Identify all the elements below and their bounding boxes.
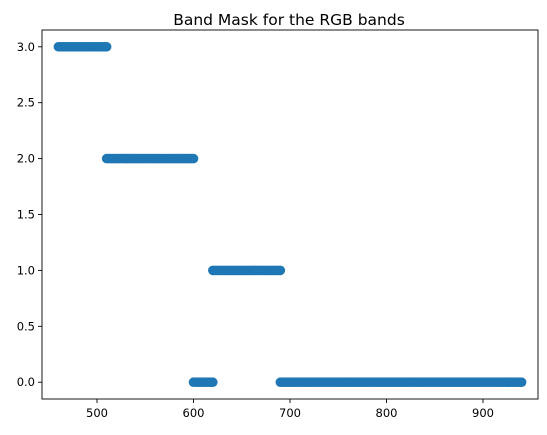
y-axis: 0.0 0.5 1.0 1.5 2.0 2.5 3.0 [17, 40, 42, 389]
y-tick-label: 1.0 [17, 263, 35, 277]
points-layer [54, 42, 527, 387]
x-tick-label: 800 [376, 406, 398, 420]
chart-title: Band Mask for the RGB bands [173, 11, 405, 29]
x-tick-label: 600 [183, 406, 205, 420]
y-tick-label: 1.5 [17, 208, 35, 222]
data-point [517, 377, 527, 387]
x-tick-label: 900 [472, 406, 494, 420]
y-tick-label: 0.5 [17, 319, 35, 333]
data-point [276, 266, 286, 276]
data-point [189, 154, 199, 164]
y-tick-label: 3.0 [17, 40, 35, 54]
y-tick-label: 2.0 [17, 152, 35, 166]
data-point [208, 377, 218, 387]
y-tick-label: 2.5 [17, 96, 35, 110]
plot-frame [42, 30, 538, 399]
x-axis: 500 600 700 800 900 [86, 399, 494, 420]
data-point [102, 42, 112, 52]
y-tick-label: 0.0 [17, 375, 35, 389]
x-tick-label: 500 [86, 406, 108, 420]
x-tick-label: 700 [279, 406, 301, 420]
